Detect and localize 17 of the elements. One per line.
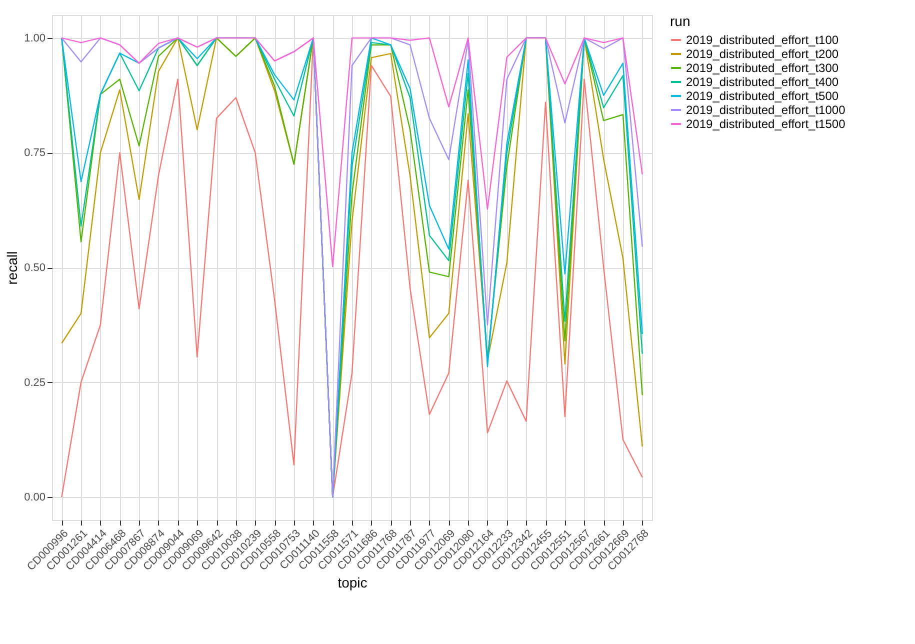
legend-label: 2019_distributed_effort_t1500: [686, 117, 846, 131]
y-tick-label: 1.00: [24, 32, 46, 44]
y-tick-label: 0.25: [24, 376, 46, 389]
legend-label: 2019_distributed_effort_t100: [686, 33, 839, 47]
y-axis-title: recall: [4, 251, 20, 285]
y-tick-label: 0.75: [24, 147, 46, 160]
legend-title: run: [670, 13, 690, 29]
y-tick-label: 0.00: [24, 492, 46, 504]
legend-label: 2019_distributed_effort_t400: [686, 75, 839, 89]
y-tick-label: 0.50: [24, 262, 46, 274]
line-series: [61, 37, 643, 498]
legend-label: 2019_distributed_effort_t500: [686, 89, 839, 103]
legend-label: 2019_distributed_effort_t200: [686, 47, 839, 61]
line-series: [61, 37, 643, 268]
x-axis-title: topic: [338, 574, 368, 590]
legend-label: 2019_distributed_effort_t300: [686, 61, 839, 75]
legend-label: 2019_distributed_effort_t1000: [686, 103, 846, 117]
